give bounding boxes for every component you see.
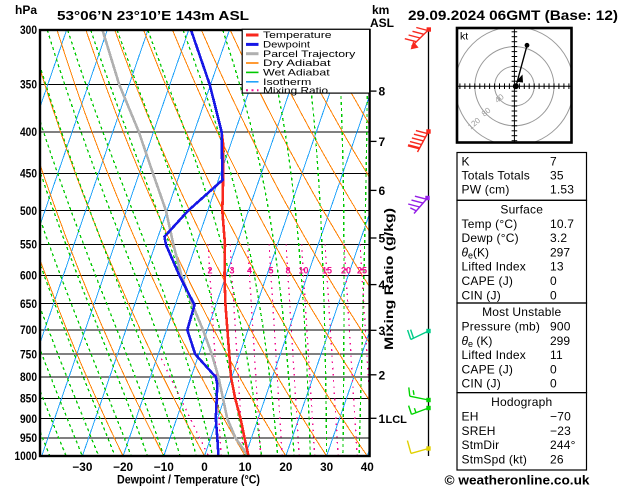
svg-text:3: 3	[229, 266, 234, 276]
svg-text:15: 15	[322, 266, 332, 276]
svg-text:EH: EH	[462, 410, 479, 424]
svg-text:20: 20	[341, 266, 351, 276]
svg-text:hPa: hPa	[15, 3, 37, 17]
svg-text:Dewp (°C): Dewp (°C)	[462, 231, 519, 245]
svg-text:350: 350	[20, 80, 37, 92]
svg-text:Wet Adiabat: Wet Adiabat	[263, 68, 330, 79]
svg-text:Totals Totals: Totals Totals	[462, 169, 530, 183]
svg-text:0: 0	[550, 377, 557, 391]
svg-text:600: 600	[20, 271, 37, 283]
svg-text:Most Unstable: Most Unstable	[482, 305, 561, 319]
svg-text:8: 8	[379, 85, 386, 99]
svg-text:8: 8	[285, 266, 290, 276]
svg-text:Surface: Surface	[500, 203, 543, 217]
svg-text:900: 900	[550, 320, 571, 334]
svg-text:0: 0	[550, 288, 557, 302]
svg-text:−70: −70	[550, 410, 571, 424]
svg-text:10.7: 10.7	[550, 217, 574, 231]
svg-text:Dry Adiabat: Dry Adiabat	[263, 58, 331, 69]
svg-text:Hodograph: Hodograph	[491, 395, 552, 409]
svg-text:Lifted Index: Lifted Index	[462, 260, 526, 274]
svg-text:StmDir: StmDir	[462, 438, 500, 452]
svg-text:20: 20	[279, 462, 292, 474]
svg-text:297: 297	[550, 245, 570, 259]
svg-text:7: 7	[550, 155, 557, 169]
svg-text:CAPE (J): CAPE (J)	[462, 362, 514, 376]
svg-text:40: 40	[361, 462, 374, 474]
svg-text:550: 550	[20, 240, 37, 252]
svg-text:29.09.2024 06GMT (Base: 12): 29.09.2024 06GMT (Base: 12)	[408, 8, 618, 23]
svg-text:500: 500	[20, 206, 37, 218]
svg-text:0: 0	[550, 362, 557, 376]
svg-text:1000: 1000	[15, 451, 38, 463]
svg-text:700: 700	[20, 325, 37, 337]
svg-text:−10: −10	[154, 462, 174, 474]
svg-text:35: 35	[550, 169, 564, 183]
svg-text:θe (K): θe (K)	[462, 334, 493, 349]
svg-text:650: 650	[20, 299, 37, 311]
svg-text:5: 5	[268, 266, 273, 276]
svg-text:450: 450	[20, 169, 37, 181]
svg-text:800: 800	[20, 372, 37, 384]
svg-text:7: 7	[379, 135, 386, 149]
svg-text:CAPE (J): CAPE (J)	[462, 274, 514, 288]
svg-text:950: 950	[20, 433, 37, 445]
svg-text:LCL: LCL	[386, 414, 408, 426]
svg-text:−23: −23	[550, 424, 571, 438]
svg-text:244°: 244°	[550, 438, 576, 452]
svg-text:3: 3	[379, 324, 386, 338]
svg-text:2: 2	[379, 368, 386, 382]
svg-text:θe(K): θe(K)	[462, 245, 490, 260]
svg-text:Lifted Index: Lifted Index	[462, 348, 526, 362]
svg-text:300: 300	[20, 25, 37, 37]
svg-text:4: 4	[247, 266, 252, 276]
svg-text:ASL: ASL	[370, 16, 394, 30]
svg-text:13: 13	[550, 260, 564, 274]
svg-text:Dewpoint / Temperature (°C): Dewpoint / Temperature (°C)	[117, 473, 260, 486]
svg-text:−20: −20	[113, 462, 133, 474]
svg-text:Parcel Trajectory: Parcel Trajectory	[263, 49, 356, 60]
svg-text:km: km	[372, 3, 389, 17]
svg-text:6: 6	[379, 184, 386, 198]
svg-text:900: 900	[20, 414, 37, 426]
svg-text:kt: kt	[460, 31, 468, 43]
svg-text:30: 30	[320, 462, 333, 474]
svg-text:400: 400	[20, 127, 37, 139]
svg-text:Pressure (mb): Pressure (mb)	[462, 320, 541, 334]
svg-text:Dewpoint: Dewpoint	[263, 40, 310, 51]
svg-text:0: 0	[201, 462, 208, 474]
svg-text:10: 10	[298, 266, 308, 276]
svg-text:StmSpd (kt): StmSpd (kt)	[462, 452, 528, 466]
svg-text:SREH: SREH	[462, 424, 496, 438]
svg-text:−30: −30	[72, 462, 92, 474]
svg-text:11: 11	[550, 348, 563, 362]
svg-text:1: 1	[379, 412, 386, 426]
svg-text:Mixing Ratio (g/kg): Mixing Ratio (g/kg)	[382, 208, 396, 350]
svg-text:Temperature: Temperature	[263, 30, 332, 41]
svg-text:PW (cm): PW (cm)	[462, 183, 510, 197]
svg-text:53°06’N 23°10’E 143m ASL: 53°06’N 23°10’E 143m ASL	[57, 8, 249, 23]
svg-text:25: 25	[357, 266, 367, 276]
svg-text:1.53: 1.53	[550, 183, 574, 197]
svg-text:3.2: 3.2	[550, 231, 567, 245]
svg-text:4: 4	[379, 278, 386, 292]
svg-text:26: 26	[550, 452, 564, 466]
svg-text:CIN (J): CIN (J)	[462, 288, 501, 302]
svg-text:850: 850	[20, 394, 37, 406]
svg-text:Temp (°C): Temp (°C)	[462, 217, 518, 231]
svg-text:10: 10	[239, 462, 252, 474]
svg-text:2: 2	[207, 266, 212, 276]
svg-text:© weatheronline.co.uk: © weatheronline.co.uk	[445, 474, 590, 486]
svg-text:0: 0	[550, 274, 557, 288]
svg-text:5: 5	[379, 232, 386, 246]
svg-text:750: 750	[20, 349, 37, 361]
svg-text:Mixing Ratio: Mixing Ratio	[263, 86, 328, 97]
svg-text:CIN (J): CIN (J)	[462, 377, 501, 391]
svg-text:K: K	[462, 155, 470, 169]
svg-text:299: 299	[550, 334, 570, 348]
svg-text:Isotherm: Isotherm	[263, 77, 311, 88]
